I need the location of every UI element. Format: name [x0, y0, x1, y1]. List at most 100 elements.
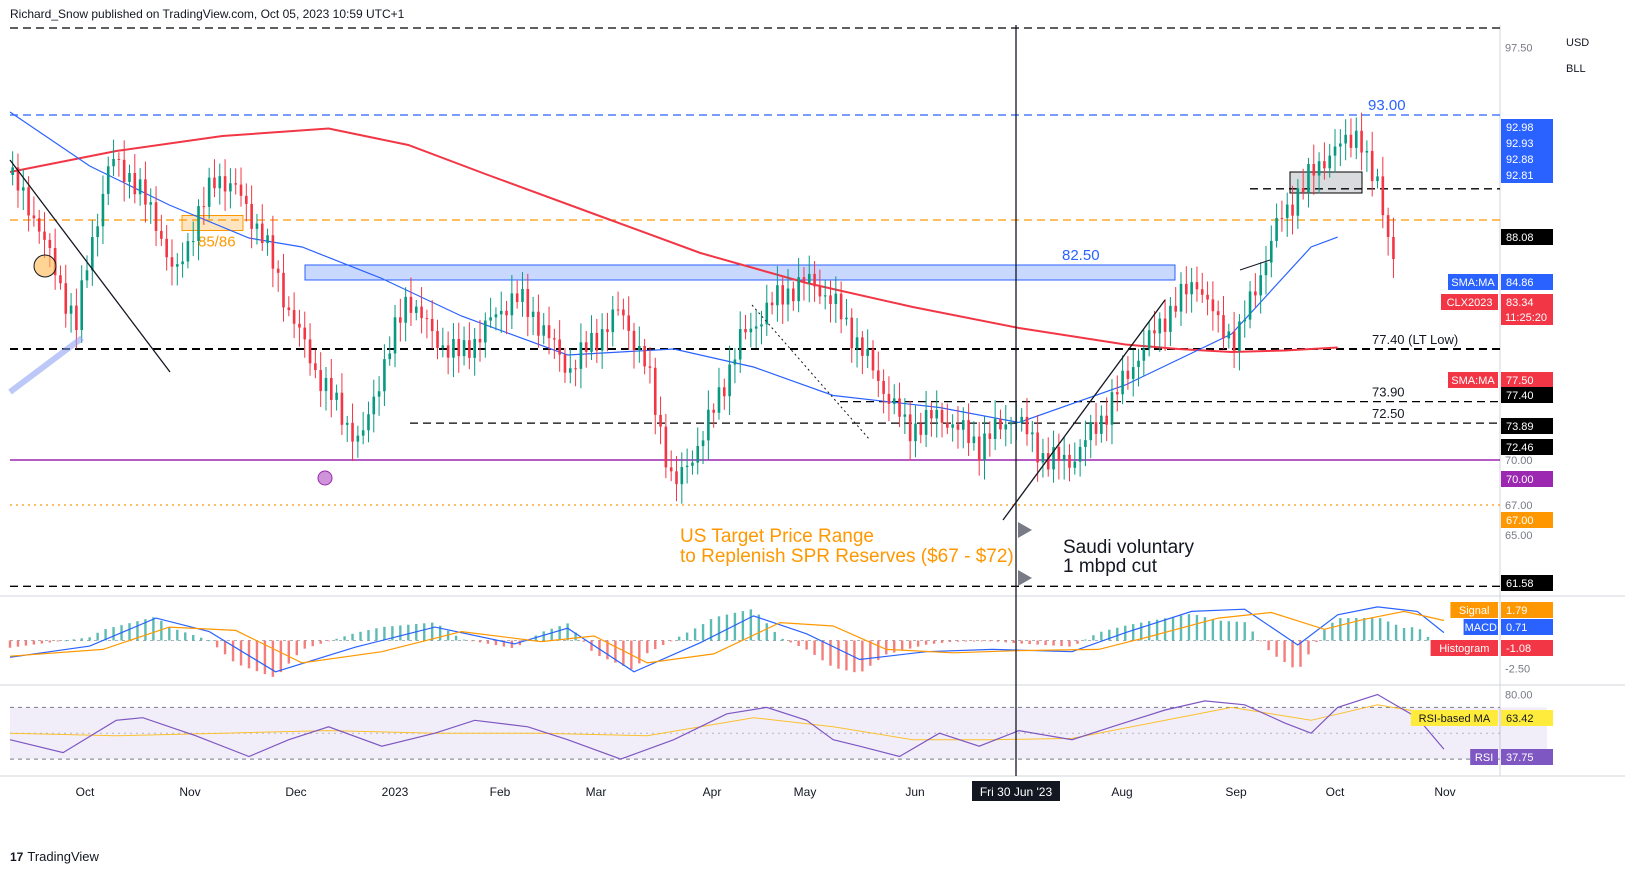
candle-body — [1360, 130, 1363, 153]
macd-axis-tick: -2.50 — [1505, 663, 1530, 675]
candle-body — [940, 409, 944, 423]
candle-body — [1392, 236, 1395, 260]
histogram-bar — [972, 640, 976, 642]
histogram-bar — [677, 636, 681, 641]
candle-body — [457, 338, 461, 357]
candle-body — [749, 328, 753, 333]
crosshair-date-label: Fri 30 Jun '23 — [980, 785, 1053, 799]
candle-body — [1275, 217, 1278, 241]
candle-body — [138, 179, 142, 195]
histogram-bar — [725, 614, 729, 641]
histogram-bar — [152, 617, 155, 641]
tradingview-brand[interactable]: 17 TradingView — [10, 849, 99, 864]
candle-body — [691, 462, 694, 466]
histogram-bar — [399, 625, 402, 641]
histogram-bar — [255, 640, 259, 672]
histogram-bar — [391, 626, 394, 641]
candle-body — [728, 364, 731, 397]
histogram-bar — [1347, 618, 1350, 641]
candle-body — [972, 436, 976, 444]
histogram-bar — [733, 612, 737, 641]
histogram-bar — [351, 633, 354, 641]
candle-body — [69, 305, 73, 314]
histogram-bar — [136, 621, 139, 641]
candle-body — [1339, 143, 1342, 147]
histogram-bar — [669, 640, 673, 642]
histogram-bar — [924, 640, 928, 645]
histogram-bar — [56, 640, 59, 642]
candle-body — [696, 446, 700, 463]
histogram-bar — [1418, 629, 1422, 641]
currency-label[interactable]: USD — [1566, 37, 1590, 49]
histogram-bar — [1076, 640, 1079, 644]
histogram-bar — [176, 629, 179, 641]
price-tag-name-bg — [1441, 294, 1498, 310]
candle-body — [999, 418, 1002, 430]
candle-body — [1264, 262, 1268, 276]
candle-body — [21, 187, 25, 191]
x-axis-tick: 2023 — [382, 785, 409, 799]
candle-body — [770, 302, 774, 306]
price-tag: 67.00 — [1506, 515, 1534, 527]
histogram-bar — [1060, 640, 1063, 647]
price-axis-tick: 67.00 — [1505, 500, 1533, 512]
histogram-bar — [1235, 621, 1238, 641]
histogram-bar — [1243, 622, 1246, 641]
candle-body — [882, 380, 885, 394]
candle-body — [1333, 146, 1337, 156]
histogram-bar — [709, 619, 713, 641]
candle-body — [675, 471, 678, 485]
histogram-bar — [1068, 640, 1071, 647]
candle-body — [191, 241, 195, 243]
candle-body — [122, 159, 126, 182]
histogram-bar — [1044, 640, 1047, 646]
histogram-bar — [622, 640, 625, 666]
candle-body — [399, 317, 402, 323]
histogram-bar — [805, 640, 808, 650]
histogram-bar — [1004, 640, 1007, 643]
histogram-bar — [454, 635, 458, 641]
price-tag: 72.46 — [1506, 442, 1534, 454]
histogram-bar — [1012, 640, 1015, 643]
candle-body — [1052, 447, 1055, 470]
histogram-bar — [199, 637, 203, 641]
histogram-bar — [239, 640, 243, 666]
brand-name: TradingView — [27, 849, 99, 864]
candle-body — [1232, 331, 1236, 351]
candle-body — [802, 277, 806, 283]
candle-body — [292, 310, 296, 324]
candle-body — [1296, 188, 1300, 216]
candle-body — [319, 370, 322, 392]
candle-body — [1211, 299, 1215, 312]
macd-tag-value: -1.08 — [1506, 643, 1531, 655]
candle-body — [558, 339, 561, 355]
histogram-bar — [908, 640, 912, 649]
histogram-bar — [869, 640, 872, 666]
candle-body — [595, 332, 599, 351]
candle-body — [584, 342, 588, 352]
histogram-bar — [781, 638, 784, 641]
histogram-bar — [24, 640, 28, 646]
histogram-bar — [510, 640, 514, 648]
arrow-right-icon — [1018, 570, 1032, 586]
crosshair-date-bg — [972, 781, 1060, 801]
histogram-bar — [486, 640, 490, 644]
candle-body — [1365, 150, 1369, 153]
histogram-bar — [287, 640, 291, 664]
candle-body — [722, 387, 726, 397]
candle-body — [441, 345, 445, 348]
unit-label[interactable]: BLL — [1566, 63, 1586, 75]
candle-body — [659, 414, 662, 427]
x-axis-tick: Jun — [905, 785, 924, 799]
candle-body — [712, 409, 715, 413]
candle-body — [175, 264, 179, 267]
candle-body — [515, 293, 519, 303]
candle-body — [234, 183, 238, 185]
candle-body — [807, 273, 811, 283]
candle-body — [967, 420, 970, 444]
candle-body — [733, 359, 737, 365]
candle-body — [489, 317, 492, 321]
histogram-bar — [1227, 621, 1231, 641]
candle-body — [356, 435, 360, 442]
